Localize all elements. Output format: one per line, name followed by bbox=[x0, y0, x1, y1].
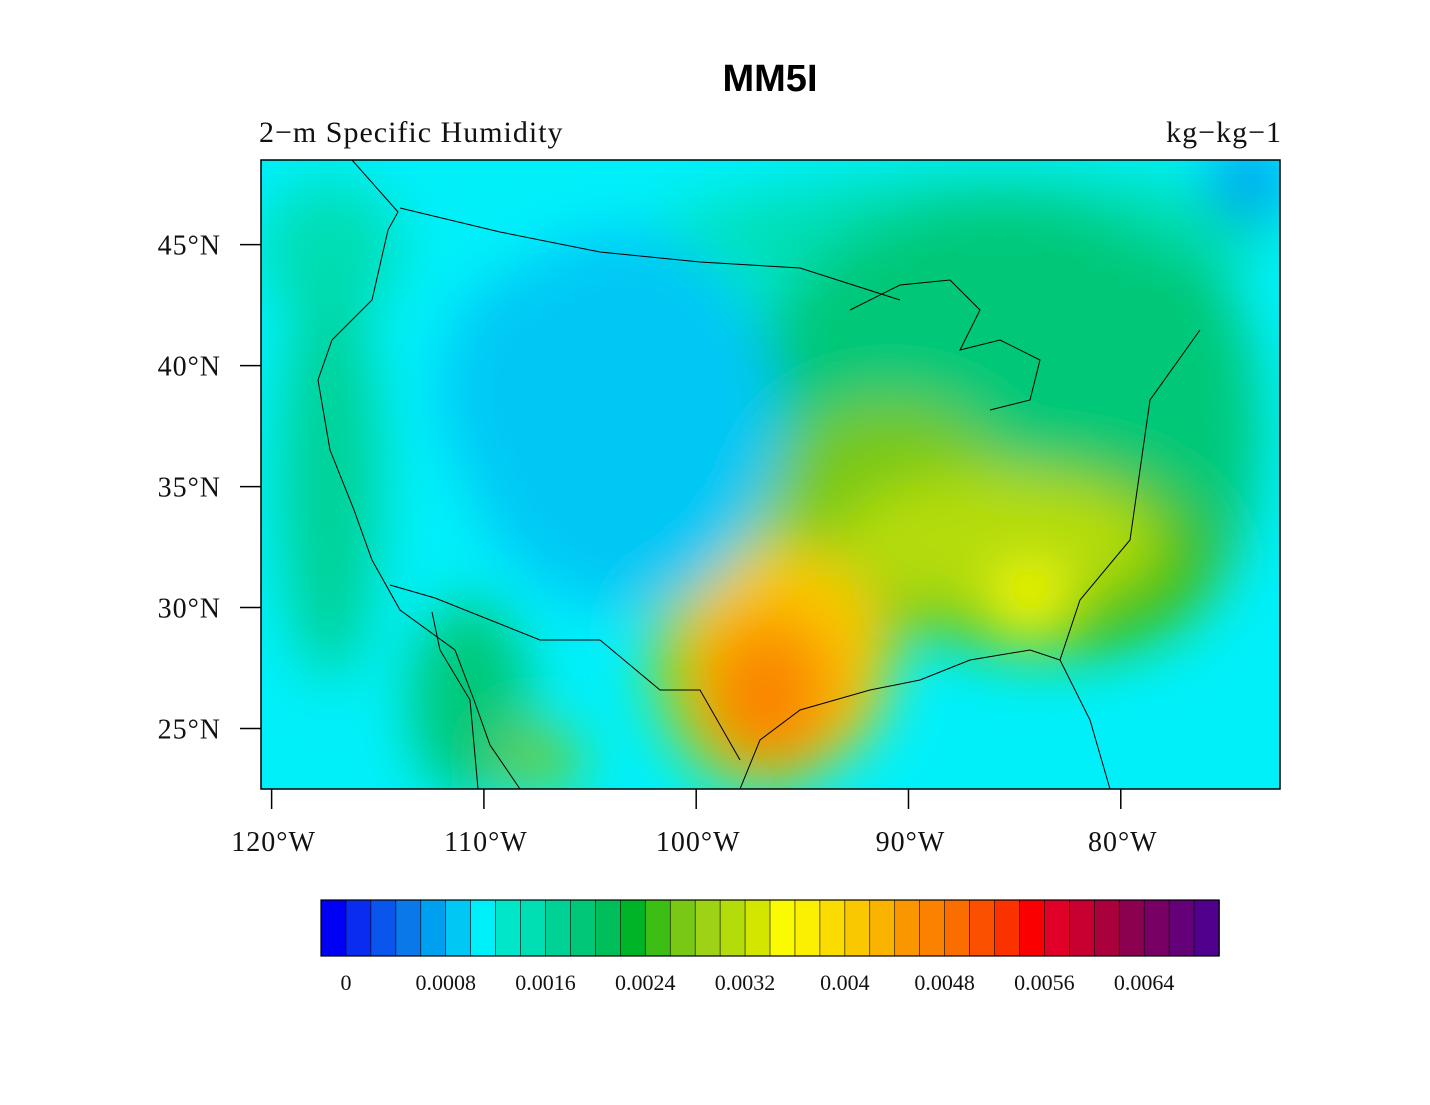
colorbar-swatch bbox=[445, 899, 472, 957]
colorbar-swatch bbox=[620, 899, 647, 957]
x-tick-label: 120°W bbox=[231, 827, 316, 858]
x-tick-label: 80°W bbox=[1088, 827, 1158, 858]
y-tick-label: 35°N bbox=[158, 473, 221, 504]
colorbar-swatch bbox=[1143, 899, 1170, 957]
great-lakes bbox=[849, 279, 1041, 411]
west-coast bbox=[317, 160, 521, 789]
colorbar-label: 0.004 bbox=[820, 970, 870, 995]
colorbar-swatch bbox=[370, 899, 397, 957]
east-coast bbox=[1059, 329, 1201, 789]
colorbar-swatch bbox=[345, 899, 372, 957]
colorbar-swatch bbox=[644, 899, 672, 957]
colorbar-swatch bbox=[1044, 899, 1071, 957]
colorbar-label: 0.0048 bbox=[914, 970, 975, 995]
colorbar-swatch bbox=[794, 899, 821, 957]
colorbar-swatch bbox=[395, 899, 422, 957]
colorbar-swatch bbox=[570, 899, 597, 957]
colorbar-label: 0 bbox=[340, 970, 351, 995]
left-subtitle: 2−m Specific Humidity bbox=[259, 116, 564, 149]
x-tick-label: 100°W bbox=[656, 827, 741, 858]
plot-title: MM5I bbox=[722, 58, 818, 100]
colorbar-swatch bbox=[969, 899, 996, 957]
colorbar-swatch bbox=[919, 899, 946, 957]
coastlines-and-borders bbox=[317, 160, 1201, 789]
right-subtitle: kg−kg−1 bbox=[1166, 116, 1282, 149]
map-frame bbox=[260, 159, 1281, 790]
humidity-field bbox=[261, 160, 1280, 789]
y-tick-label: 45°N bbox=[158, 231, 221, 262]
colorbar-swatch bbox=[994, 899, 1021, 957]
colorbar-swatch bbox=[1069, 899, 1096, 957]
gulf-coast bbox=[739, 649, 1061, 789]
colorbar-swatch bbox=[869, 899, 896, 957]
colorbar-swatch bbox=[495, 899, 522, 957]
colorbar-swatch bbox=[1118, 899, 1145, 957]
colorbar-label: 0.0024 bbox=[615, 970, 676, 995]
x-tick-label: 110°W bbox=[444, 827, 528, 858]
colorbar-swatch bbox=[819, 899, 846, 957]
colorbar-label: 0.0008 bbox=[415, 970, 476, 995]
colorbar-swatch bbox=[1019, 899, 1046, 957]
colorbar-swatch bbox=[520, 899, 547, 957]
mexico-border bbox=[389, 584, 600, 641]
colorbar-swatch bbox=[844, 899, 871, 957]
colorbar: 0 0.0008 0.0016 0.0024 0.0032 0.004 0.0048 0.00… bbox=[320, 899, 1220, 995]
colorbar-swatch bbox=[320, 899, 347, 957]
us-canada-border bbox=[399, 207, 901, 301]
baja bbox=[431, 611, 479, 789]
colorbar-swatch bbox=[944, 899, 971, 957]
colorbar-swatch bbox=[669, 899, 696, 957]
colorbar-frame bbox=[320, 899, 1220, 957]
colorbar-label: 0.0032 bbox=[715, 970, 776, 995]
colorbar-swatch bbox=[420, 899, 447, 957]
y-tick-label: 30°N bbox=[158, 594, 221, 625]
y-axis: 25°N 30°N 35°N 40°N 45°N bbox=[158, 231, 261, 746]
y-tick-label: 25°N bbox=[158, 715, 221, 746]
colorbar-swatch bbox=[769, 899, 796, 957]
colorbar-swatch bbox=[894, 899, 921, 957]
rio-grande bbox=[599, 639, 741, 761]
colorbar-label: 0.0056 bbox=[1014, 970, 1075, 995]
colorbar-swatch bbox=[1193, 899, 1220, 957]
colorbar-label: 0.0064 bbox=[1114, 970, 1175, 995]
x-tick-label: 90°W bbox=[876, 827, 946, 858]
colorbar-swatch bbox=[1093, 899, 1121, 957]
colorbar-swatch bbox=[545, 899, 572, 957]
colorbar-swatch bbox=[694, 899, 721, 957]
y-tick-label: 40°N bbox=[158, 352, 221, 383]
colorbar-label: 0.0016 bbox=[515, 970, 576, 995]
colorbar-swatch bbox=[470, 899, 497, 957]
colorbar-swatch bbox=[1168, 899, 1195, 957]
colorbar-swatch bbox=[744, 899, 771, 957]
colorbar-swatch bbox=[719, 899, 746, 957]
colorbar-swatch bbox=[595, 899, 622, 957]
x-axis: 120°W 110°W 100°W 90°W 80°W bbox=[231, 789, 1157, 858]
